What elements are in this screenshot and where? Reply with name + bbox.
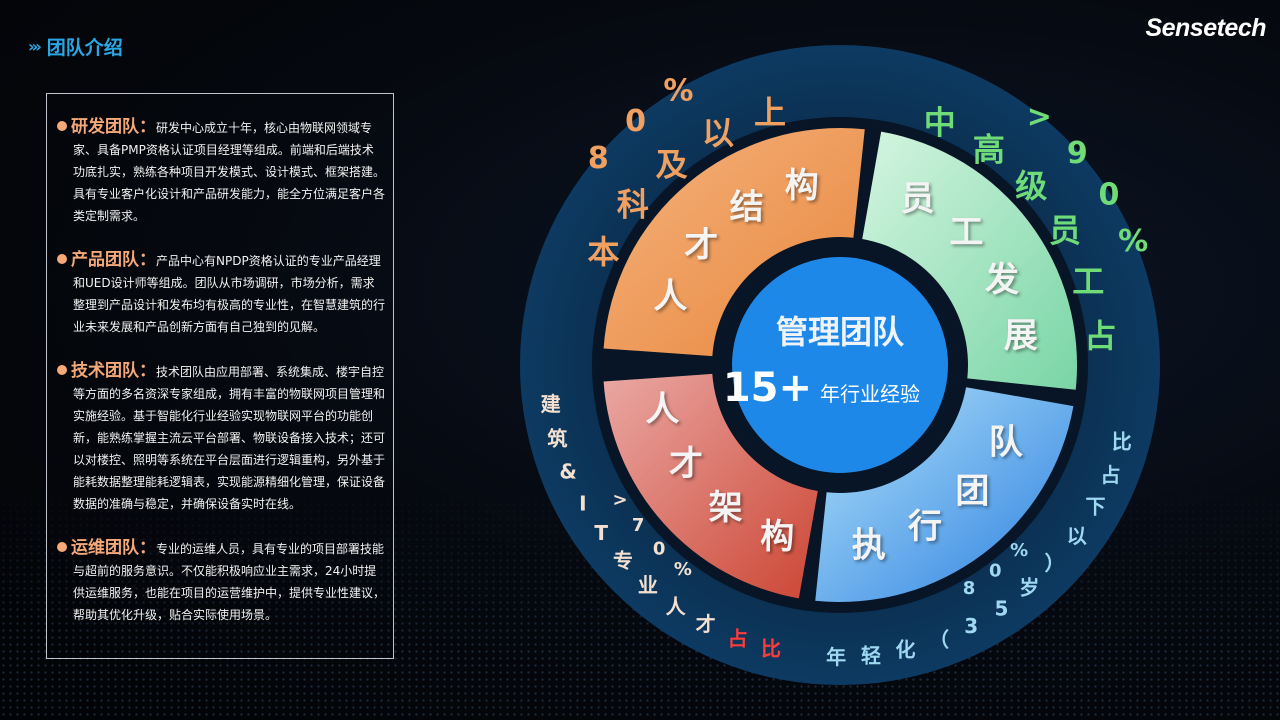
segment-label-char: 才 <box>684 226 718 266</box>
separator: ： <box>139 538 156 558</box>
segment-label-char: 队 <box>989 423 1024 463</box>
page-title: 团队介绍 <box>46 37 123 59</box>
team-desc: 研发中心成立十年，核心由物联网领域专家、具备PMP资格认证项目经理等组成。前端和… <box>73 121 386 223</box>
team-name: 运维团队 <box>71 538 139 558</box>
segment-outer-text-char: 比 <box>1112 430 1132 454</box>
team-item-ops: 运维团队：专业的运维人员，具有专业的项目部署技能与超前的服务意识。不仅能积极响应… <box>57 537 385 626</box>
segment-percent-char: 0 <box>625 104 646 139</box>
segment-percent-char: % <box>663 74 693 109</box>
segment-outer-text-char: 员 <box>1049 212 1081 250</box>
bullet-icon <box>57 542 67 552</box>
segment-label-char: 才 <box>669 444 703 484</box>
team-item-rd: 研发团队：研发中心成立十年，核心由物联网领域专家、具备PMP资格认证项目经理等组… <box>57 116 385 227</box>
team-desc: 技术团队由应用部署、系统集成、楼宇自控等方面的多名资深专家组成，拥有丰富的物联网… <box>73 365 386 511</box>
segment-percent: 80% <box>588 74 694 176</box>
segment-label-char: 发 <box>985 260 1019 300</box>
center-number: 15+ <box>723 365 812 411</box>
ring-segment <box>603 127 865 357</box>
center-suffix: 年行业经验 <box>820 382 920 406</box>
segment-label-char: 结 <box>730 188 764 228</box>
ring-segment <box>862 131 1077 390</box>
segment-outer-text-char: 以 <box>702 114 734 152</box>
segment-label-char: 员 <box>901 179 935 219</box>
team-item-tech: 技术团队：技术团队由应用部署、系统集成、楼宇自控等方面的多名资深专家组成，拥有丰… <box>57 360 385 515</box>
center-circle <box>732 257 948 473</box>
segment-percent-char: 0 <box>1098 178 1119 213</box>
bullet-icon <box>57 121 67 131</box>
team-name: 研发团队 <box>71 117 139 137</box>
segment-label-char: 构 <box>785 166 819 206</box>
segment-label-char: 展 <box>1004 316 1038 356</box>
team-item-product: 产品团队：产品中心有NPDP资格认证的专业产品经理和UED设计师等组成。团队从市… <box>57 249 385 338</box>
separator: ： <box>139 117 156 137</box>
segment-label-char: 人 <box>653 276 687 316</box>
segment-outer-text-char: 工 <box>1072 262 1104 300</box>
segment-percent-char: > <box>1027 100 1052 135</box>
segment-outer-text-char: 上 <box>754 94 786 132</box>
page-header: ››› 团队介绍 <box>28 33 123 60</box>
segment-outer-text-char: 建 <box>541 392 561 416</box>
separator: ： <box>139 361 156 381</box>
double-chevron-right-icon: ››› <box>28 37 42 56</box>
segment-percent-char: 8 <box>588 141 609 176</box>
segment-outer-text-char: 高 <box>973 130 1005 168</box>
team-name: 技术团队 <box>71 361 139 381</box>
separator: ： <box>139 250 156 270</box>
team-description-panel: 研发团队：研发中心成立十年，核心由物联网领域专家、具备PMP资格认证项目经理等组… <box>46 93 394 659</box>
segment-percent-char: % <box>1118 224 1148 259</box>
team-name: 产品团队 <box>71 250 139 270</box>
segment-label-char: 工 <box>949 213 983 253</box>
segment-label-char: 人 <box>645 389 679 429</box>
sensetech-logo: Sensetech <box>1145 14 1266 42</box>
center-title: 管理团队 <box>776 313 905 351</box>
segment-outer-text-char: 本 <box>588 233 620 271</box>
bullet-icon <box>57 254 67 264</box>
team-desc: 专业的运维人员，具有专业的项目部署技能与超前的服务意识。不仅能积极响应业主需求，… <box>73 542 386 622</box>
segment-outer-text-char: 筑 <box>547 426 567 450</box>
segment-outer-text-char: 中 <box>924 104 956 142</box>
segment-outer-text-char: 级 <box>1015 167 1047 205</box>
team-desc: 产品中心有NPDP资格认证的专业产品经理和UED设计师等组成。团队从市场调研，市… <box>73 254 386 334</box>
segment-outer-text-char: 科 <box>617 186 649 224</box>
segment-outer-text-char: 占 <box>1084 317 1116 355</box>
segment-outer-text-char: 及 <box>656 145 688 183</box>
segment-percent-char: 9 <box>1067 136 1088 171</box>
segment-percent: >90% <box>1027 100 1148 260</box>
bullet-icon <box>57 365 67 375</box>
